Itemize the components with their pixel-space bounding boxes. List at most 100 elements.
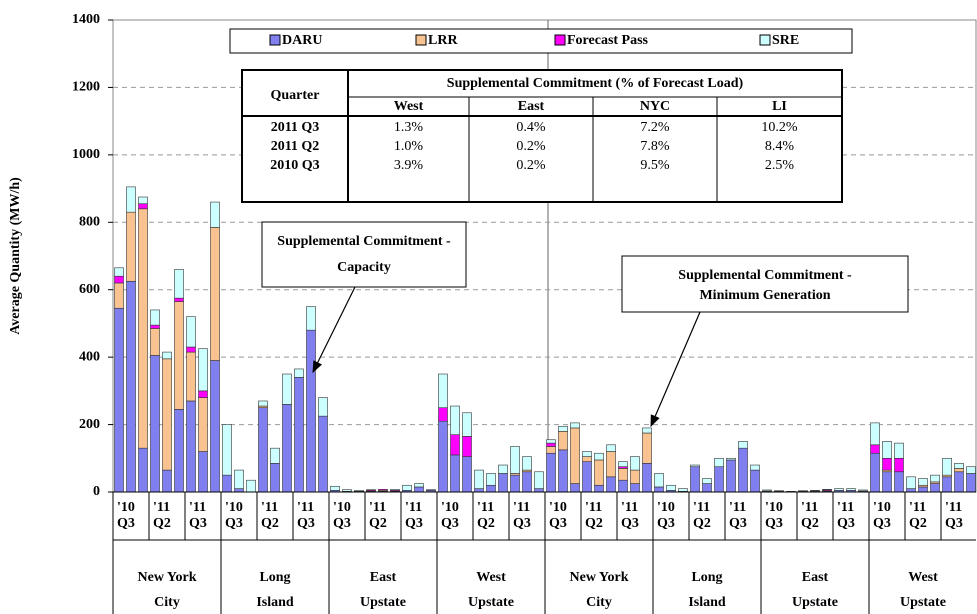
table-row-header: 2011 Q3 [271, 120, 320, 135]
table-column: West [394, 99, 424, 114]
bar-segment [138, 203, 148, 210]
period-label: Q2 [801, 516, 819, 531]
table-column: East [518, 99, 545, 114]
bar-segment [318, 415, 328, 493]
period-label: '11 [405, 500, 422, 515]
region-label: Island [688, 595, 726, 610]
table-box [241, 69, 843, 203]
bar-segment [894, 457, 904, 473]
table-cell: 8.4% [765, 139, 795, 154]
bar-segment [126, 280, 136, 493]
legend-label: Forecast Pass [567, 33, 649, 48]
period-label: '11 [837, 500, 854, 515]
bar-segment [930, 474, 940, 483]
period-label: Q3 [441, 516, 459, 531]
bar-segment [114, 275, 124, 284]
bar-segment [846, 488, 856, 491]
bar-segment [306, 329, 316, 493]
period-label: '10 [441, 500, 459, 515]
bar-segment [498, 473, 508, 493]
bar-segment [510, 446, 520, 474]
bar-segment [426, 489, 436, 491]
bar-segment [462, 412, 472, 437]
table-cell: 7.2% [640, 120, 670, 135]
bar-segment [198, 451, 208, 493]
period-label: Q3 [873, 516, 891, 531]
table-cell: 1.3% [394, 120, 424, 135]
bar-segment [330, 485, 340, 491]
period-label: '10 [657, 500, 675, 515]
period-label: '11 [801, 500, 818, 515]
bar-segment [870, 422, 880, 446]
period-label: Q3 [549, 516, 567, 531]
period-label: Q3 [513, 516, 531, 531]
bar-segment [690, 466, 700, 493]
bar-segment [810, 490, 820, 492]
period-label: Q3 [117, 516, 135, 531]
bar-segment [738, 441, 748, 449]
bar-segment [486, 473, 496, 486]
table-header: Quarter [271, 88, 320, 103]
bar-segment [522, 471, 532, 493]
legend-swatch [554, 34, 566, 46]
bar-segment [318, 397, 328, 417]
bar-segment [138, 208, 148, 449]
bar-segment [162, 469, 172, 493]
bar-segment [210, 201, 220, 228]
bar-segment [954, 471, 964, 493]
bar-segment [642, 463, 652, 493]
bar-segment [450, 434, 460, 456]
bar-segment [966, 473, 976, 493]
bar-segment [186, 346, 196, 353]
bar-segment [150, 309, 160, 326]
table-cell: 0.2% [516, 158, 546, 173]
legend-box [229, 28, 853, 54]
bar-segment [546, 439, 556, 444]
bar-segment [618, 461, 628, 468]
bar-segment [174, 409, 184, 493]
period-label: '11 [153, 500, 170, 515]
annotation-arrow [650, 311, 701, 428]
bar-segment [606, 444, 616, 452]
bar-segment [366, 489, 376, 491]
bar-segment [234, 488, 244, 493]
bar-segment [474, 488, 484, 493]
y-tick-label: 1400 [72, 12, 100, 27]
region-label: New York [138, 570, 197, 585]
bar-segment [150, 324, 160, 329]
region-label: City [154, 595, 180, 610]
bar-segment [126, 211, 136, 282]
bar-segment [570, 483, 580, 493]
bar-segment [582, 461, 592, 493]
period-label: '11 [261, 500, 278, 515]
bar-segment [174, 297, 184, 302]
bar-segment [798, 490, 808, 492]
bar-segment [642, 427, 652, 434]
bar-segment [198, 397, 208, 452]
period-label: '11 [189, 500, 206, 515]
region-label: City [586, 595, 612, 610]
table-cell: 7.8% [640, 139, 670, 154]
bar-segment [438, 420, 448, 493]
bar-segment [594, 452, 604, 461]
bar-segment [654, 473, 664, 488]
period-label: Q3 [621, 516, 639, 531]
legend-label: SRE [772, 33, 799, 48]
bar-segment [630, 456, 640, 471]
region-label: West [476, 570, 506, 585]
bar-segment [750, 464, 760, 471]
table-row-header: 2011 Q2 [271, 139, 320, 154]
period-label: '11 [513, 500, 530, 515]
region-label: Upstate [468, 595, 514, 610]
bar-segment [606, 451, 616, 478]
region-label: Upstate [360, 595, 406, 610]
annotation: Minimum Generation [699, 288, 830, 303]
bar-segment [630, 483, 640, 493]
bar-segment [270, 447, 280, 464]
bar-segment [522, 456, 532, 471]
bar-segment [414, 486, 424, 493]
bar-segment [342, 489, 352, 492]
period-label: Q3 [405, 516, 423, 531]
bar-segment [894, 442, 904, 459]
period-label: Q2 [909, 516, 927, 531]
